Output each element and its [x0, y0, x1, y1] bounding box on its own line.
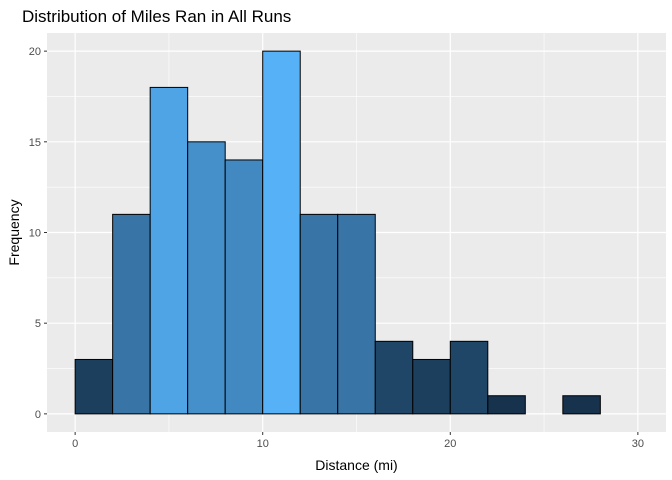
histogram-bar	[487, 395, 526, 415]
x-axis-title: Distance (mi)	[315, 457, 397, 473]
histogram-bars	[74, 50, 601, 415]
y-axis-title: Frequency	[6, 199, 22, 265]
y-axis-ticks: 0 5 10 15 20	[29, 46, 47, 421]
y-tick-label: 0	[35, 409, 41, 421]
histogram-bar	[562, 395, 601, 415]
y-tick-label: 20	[29, 46, 41, 58]
histogram-bar	[112, 213, 151, 415]
histogram-bar	[187, 141, 226, 415]
histogram-bar	[449, 340, 489, 415]
chart-title: Distribution of Miles Ran in All Runs	[22, 7, 291, 26]
y-tick-label: 5	[35, 318, 41, 330]
x-tick-label: 30	[632, 438, 644, 450]
x-tick-label: 0	[72, 438, 78, 450]
histogram-bar	[74, 358, 114, 415]
x-axis-ticks: 0 10 20 30	[72, 432, 644, 450]
histogram-bar	[262, 50, 301, 415]
histogram-bar	[337, 213, 376, 415]
histogram-bar	[299, 213, 339, 415]
histogram-bar	[149, 86, 189, 415]
histogram-bar	[412, 358, 451, 415]
x-tick-label: 20	[444, 438, 456, 450]
y-tick-label: 15	[29, 137, 41, 149]
histogram-bar	[224, 159, 264, 415]
y-tick-label: 10	[29, 228, 41, 240]
histogram-bar	[374, 340, 414, 415]
x-tick-label: 10	[257, 438, 269, 450]
